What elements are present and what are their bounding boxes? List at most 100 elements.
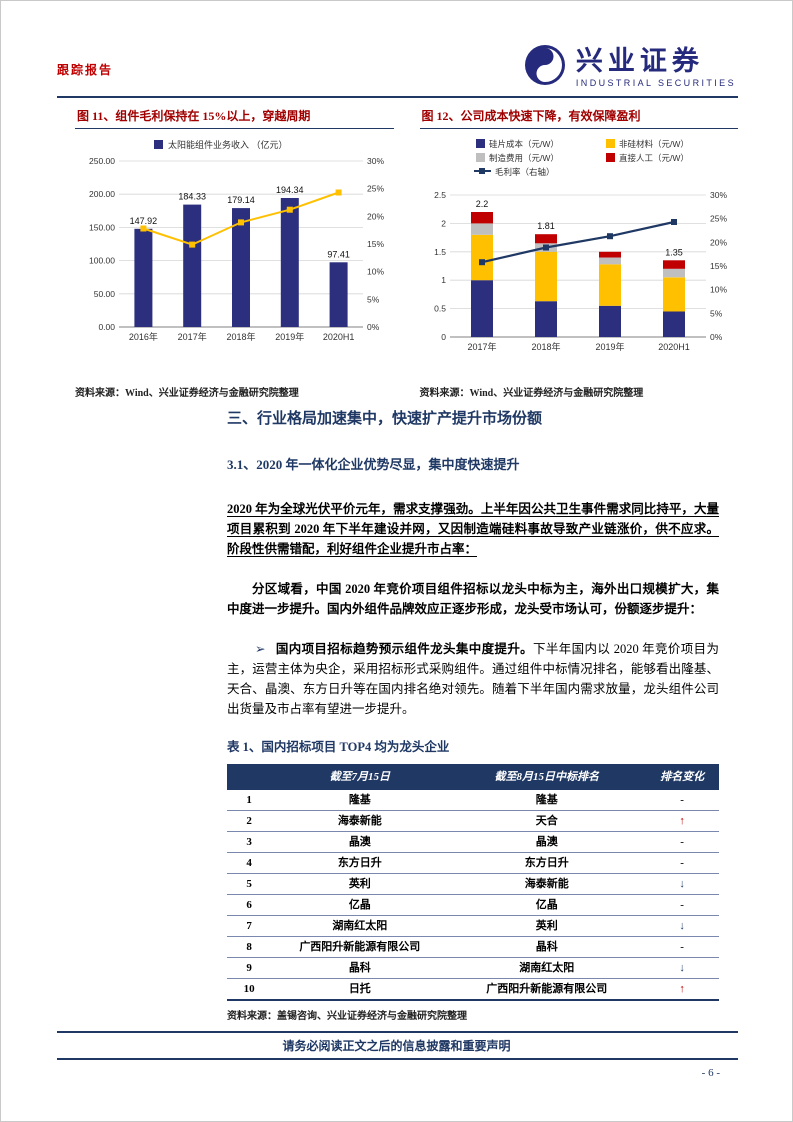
svg-text:2: 2 bbox=[441, 218, 446, 228]
rank-cell: 2 bbox=[227, 810, 272, 832]
rank-change-arrow-icon: ↓ bbox=[645, 915, 719, 937]
svg-text:毛利率（右轴）: 毛利率（右轴） bbox=[495, 167, 555, 177]
svg-text:20%: 20% bbox=[710, 237, 727, 247]
svg-text:147.92: 147.92 bbox=[130, 216, 158, 226]
jul15-cell: 晶科 bbox=[271, 957, 449, 979]
aug15-cell: 广西阳升新能源有限公司 bbox=[448, 978, 646, 1001]
svg-text:184.33: 184.33 bbox=[178, 192, 206, 202]
rank-cell: 7 bbox=[227, 915, 272, 937]
table-row: 10 日托 广西阳升新能源有限公司 ↑ bbox=[227, 978, 719, 1001]
svg-text:2.5: 2.5 bbox=[434, 190, 446, 200]
svg-text:5%: 5% bbox=[710, 308, 723, 318]
svg-text:30%: 30% bbox=[710, 190, 727, 200]
rank-change-arrow-icon: ↑ bbox=[645, 978, 719, 1001]
svg-text:50.00: 50.00 bbox=[94, 289, 116, 299]
table-row: 8 广西阳升新能源有限公司 晶科 - bbox=[227, 936, 719, 958]
svg-text:0: 0 bbox=[441, 332, 446, 342]
figure-11-title: 图 11、组件毛利保持在 15%以上，穿越周期 bbox=[75, 105, 394, 129]
jul15-cell: 湖南红太阳 bbox=[271, 915, 449, 937]
svg-text:2.2: 2.2 bbox=[475, 199, 488, 209]
report-type-label: 跟踪报告 bbox=[57, 63, 114, 77]
figure-12-title: 图 12、公司成本快速下降，有效保障盈利 bbox=[419, 105, 738, 129]
svg-text:制造费用（元/W）: 制造费用（元/W） bbox=[489, 153, 559, 163]
paragraph-1: 2020 年为全球光伏平价元年，需求支撑强劲。上半年因公共卫生事件需求同比持平，… bbox=[227, 502, 719, 556]
aug15-cell: 东方日升 bbox=[448, 852, 646, 874]
rank-cell: 10 bbox=[227, 978, 272, 1001]
rank-cell: 6 bbox=[227, 894, 272, 916]
paragraph-2: 分区域看，中国 2020 年竞价项目组件招标以龙头中标为主，海外出口规模扩大，集… bbox=[227, 582, 719, 616]
footer-divider-bottom bbox=[57, 1058, 738, 1060]
table-row: 5 英利 海泰新能 ↓ bbox=[227, 873, 719, 895]
figure-11-source: 资料来源：Wind、兴业证券经济与金融研究院整理 bbox=[75, 388, 299, 399]
charts-row: 图 11、组件毛利保持在 15%以上，穿越周期 0.00 50.00 100.00 1… bbox=[75, 105, 738, 399]
header-aug15: 截至8月15日中标排名 bbox=[448, 764, 646, 790]
jul15-cell: 东方日升 bbox=[271, 852, 449, 874]
svg-text:10%: 10% bbox=[367, 267, 384, 277]
svg-text:1.81: 1.81 bbox=[537, 221, 555, 231]
svg-text:太阳能组件业务收入 （亿元）: 太阳能组件业务收入 （亿元） bbox=[168, 139, 288, 150]
aug15-cell: 亿晶 bbox=[448, 894, 646, 916]
jul15-cell: 日托 bbox=[271, 978, 449, 1001]
rank-cell: 9 bbox=[227, 957, 272, 979]
aug15-cell: 英利 bbox=[448, 915, 646, 937]
brand-name-en: INDUSTRIAL SECURITIES bbox=[575, 77, 736, 88]
figure-11: 图 11、组件毛利保持在 15%以上，穿越周期 0.00 50.00 100.00 1… bbox=[75, 105, 394, 399]
table-row: 4 东方日升 东方日升 - bbox=[227, 852, 719, 874]
svg-text:非硅材料（元/W）: 非硅材料（元/W） bbox=[619, 139, 689, 149]
bullet-lead: 国内项目招标趋势预示组件龙头集中度提升。 bbox=[275, 642, 534, 656]
section-subheading: 3.1、2020 年一体化企业优势尽显，集中度快速提升 bbox=[227, 457, 520, 472]
page-number: - 6 - bbox=[701, 1067, 720, 1079]
svg-text:10%: 10% bbox=[710, 285, 727, 295]
aug15-cell: 湖南红太阳 bbox=[448, 957, 646, 979]
ranking-table-body: 1 隆基 隆基 -2 海泰新能 天合 ↑ 3 晶澳 晶澳 -4 东方日升 东方日升 -5 英利 海泰新能 ↓ 6 亿… bbox=[227, 790, 719, 1001]
svg-text:0%: 0% bbox=[367, 322, 380, 332]
svg-text:2017年: 2017年 bbox=[178, 331, 207, 342]
svg-text:硅片成本（元/W）: 硅片成本（元/W） bbox=[489, 139, 559, 149]
header-rank bbox=[227, 764, 272, 790]
bullet-item: ➢ 国内项目招标趋势预示组件龙头集中度提升。下半年国内以 2020 年竞价项目为主… bbox=[227, 639, 719, 719]
cost-structure-chart: 硅片成本（元/W） 非硅材料（元/W） 制造费用（元/W） 直接人工（元/W） 毛利率（… bbox=[420, 129, 739, 382]
table-row: 9 晶科 湖南红太阳 ↓ bbox=[227, 957, 719, 979]
header-change: 排名变化 bbox=[645, 764, 719, 790]
rank-cell: 1 bbox=[227, 790, 272, 811]
bullet-arrow-icon: ➢ bbox=[255, 642, 266, 656]
svg-text:150.00: 150.00 bbox=[89, 222, 115, 232]
svg-text:0.00: 0.00 bbox=[98, 322, 115, 332]
svg-text:2016年: 2016年 bbox=[129, 331, 158, 342]
table-1-title: 表 1、国内招标项目 TOP4 均为龙头企业 bbox=[227, 740, 450, 754]
svg-text:0%: 0% bbox=[710, 332, 723, 342]
svg-text:1.5: 1.5 bbox=[434, 247, 446, 257]
report-body: 三、行业格局加速集中，快速扩产提升市场份额 3.1、2020 年一体化企业优势尽… bbox=[227, 409, 719, 1027]
jul15-cell: 晶澳 bbox=[271, 831, 449, 853]
svg-text:30%: 30% bbox=[367, 156, 384, 166]
svg-text:25%: 25% bbox=[367, 184, 384, 194]
svg-text:2017年: 2017年 bbox=[467, 341, 496, 352]
table-row: 1 隆基 隆基 - bbox=[227, 790, 719, 811]
ranking-table: 截至7月15日 截至8月15日中标排名 排名变化 1 隆基 隆基 -2 海泰新能 天合 ↑ 3… bbox=[227, 764, 719, 1001]
table-row: 6 亿晶 亿晶 - bbox=[227, 894, 719, 916]
svg-text:250.00: 250.00 bbox=[89, 156, 115, 166]
rank-change-arrow-icon: ↓ bbox=[645, 873, 719, 895]
aug15-cell: 隆基 bbox=[448, 790, 646, 811]
svg-text:0.5: 0.5 bbox=[434, 304, 446, 314]
rank-cell: 3 bbox=[227, 831, 272, 853]
table-row: 2 海泰新能 天合 ↑ bbox=[227, 810, 719, 832]
svg-text:2020H1: 2020H1 bbox=[323, 332, 355, 342]
svg-text:2019年: 2019年 bbox=[275, 331, 304, 342]
svg-text:15%: 15% bbox=[367, 239, 384, 249]
brand-name-cn: 兴业证券 bbox=[575, 46, 704, 77]
aug15-cell: 晶科 bbox=[448, 936, 646, 958]
svg-text:100.00: 100.00 bbox=[89, 256, 115, 266]
header-divider bbox=[57, 96, 738, 98]
aug15-cell: 天合 bbox=[448, 810, 646, 832]
rank-change-dash: - bbox=[645, 831, 719, 853]
svg-text:1: 1 bbox=[441, 275, 446, 285]
figure-12: 图 12、公司成本快速下降，有效保障盈利 硅片成本（元/W） 非硅材料（元/W） 制… bbox=[419, 105, 739, 399]
table-1-source: 资料来源：盖锡咨询、兴业证券经济与金融研究院整理 bbox=[227, 1011, 467, 1022]
footer-divider-top bbox=[57, 1031, 738, 1033]
rank-cell: 8 bbox=[227, 936, 272, 958]
jul15-cell: 隆基 bbox=[271, 790, 449, 811]
svg-text:2018年: 2018年 bbox=[531, 341, 560, 352]
rank-change-dash: - bbox=[645, 894, 719, 916]
